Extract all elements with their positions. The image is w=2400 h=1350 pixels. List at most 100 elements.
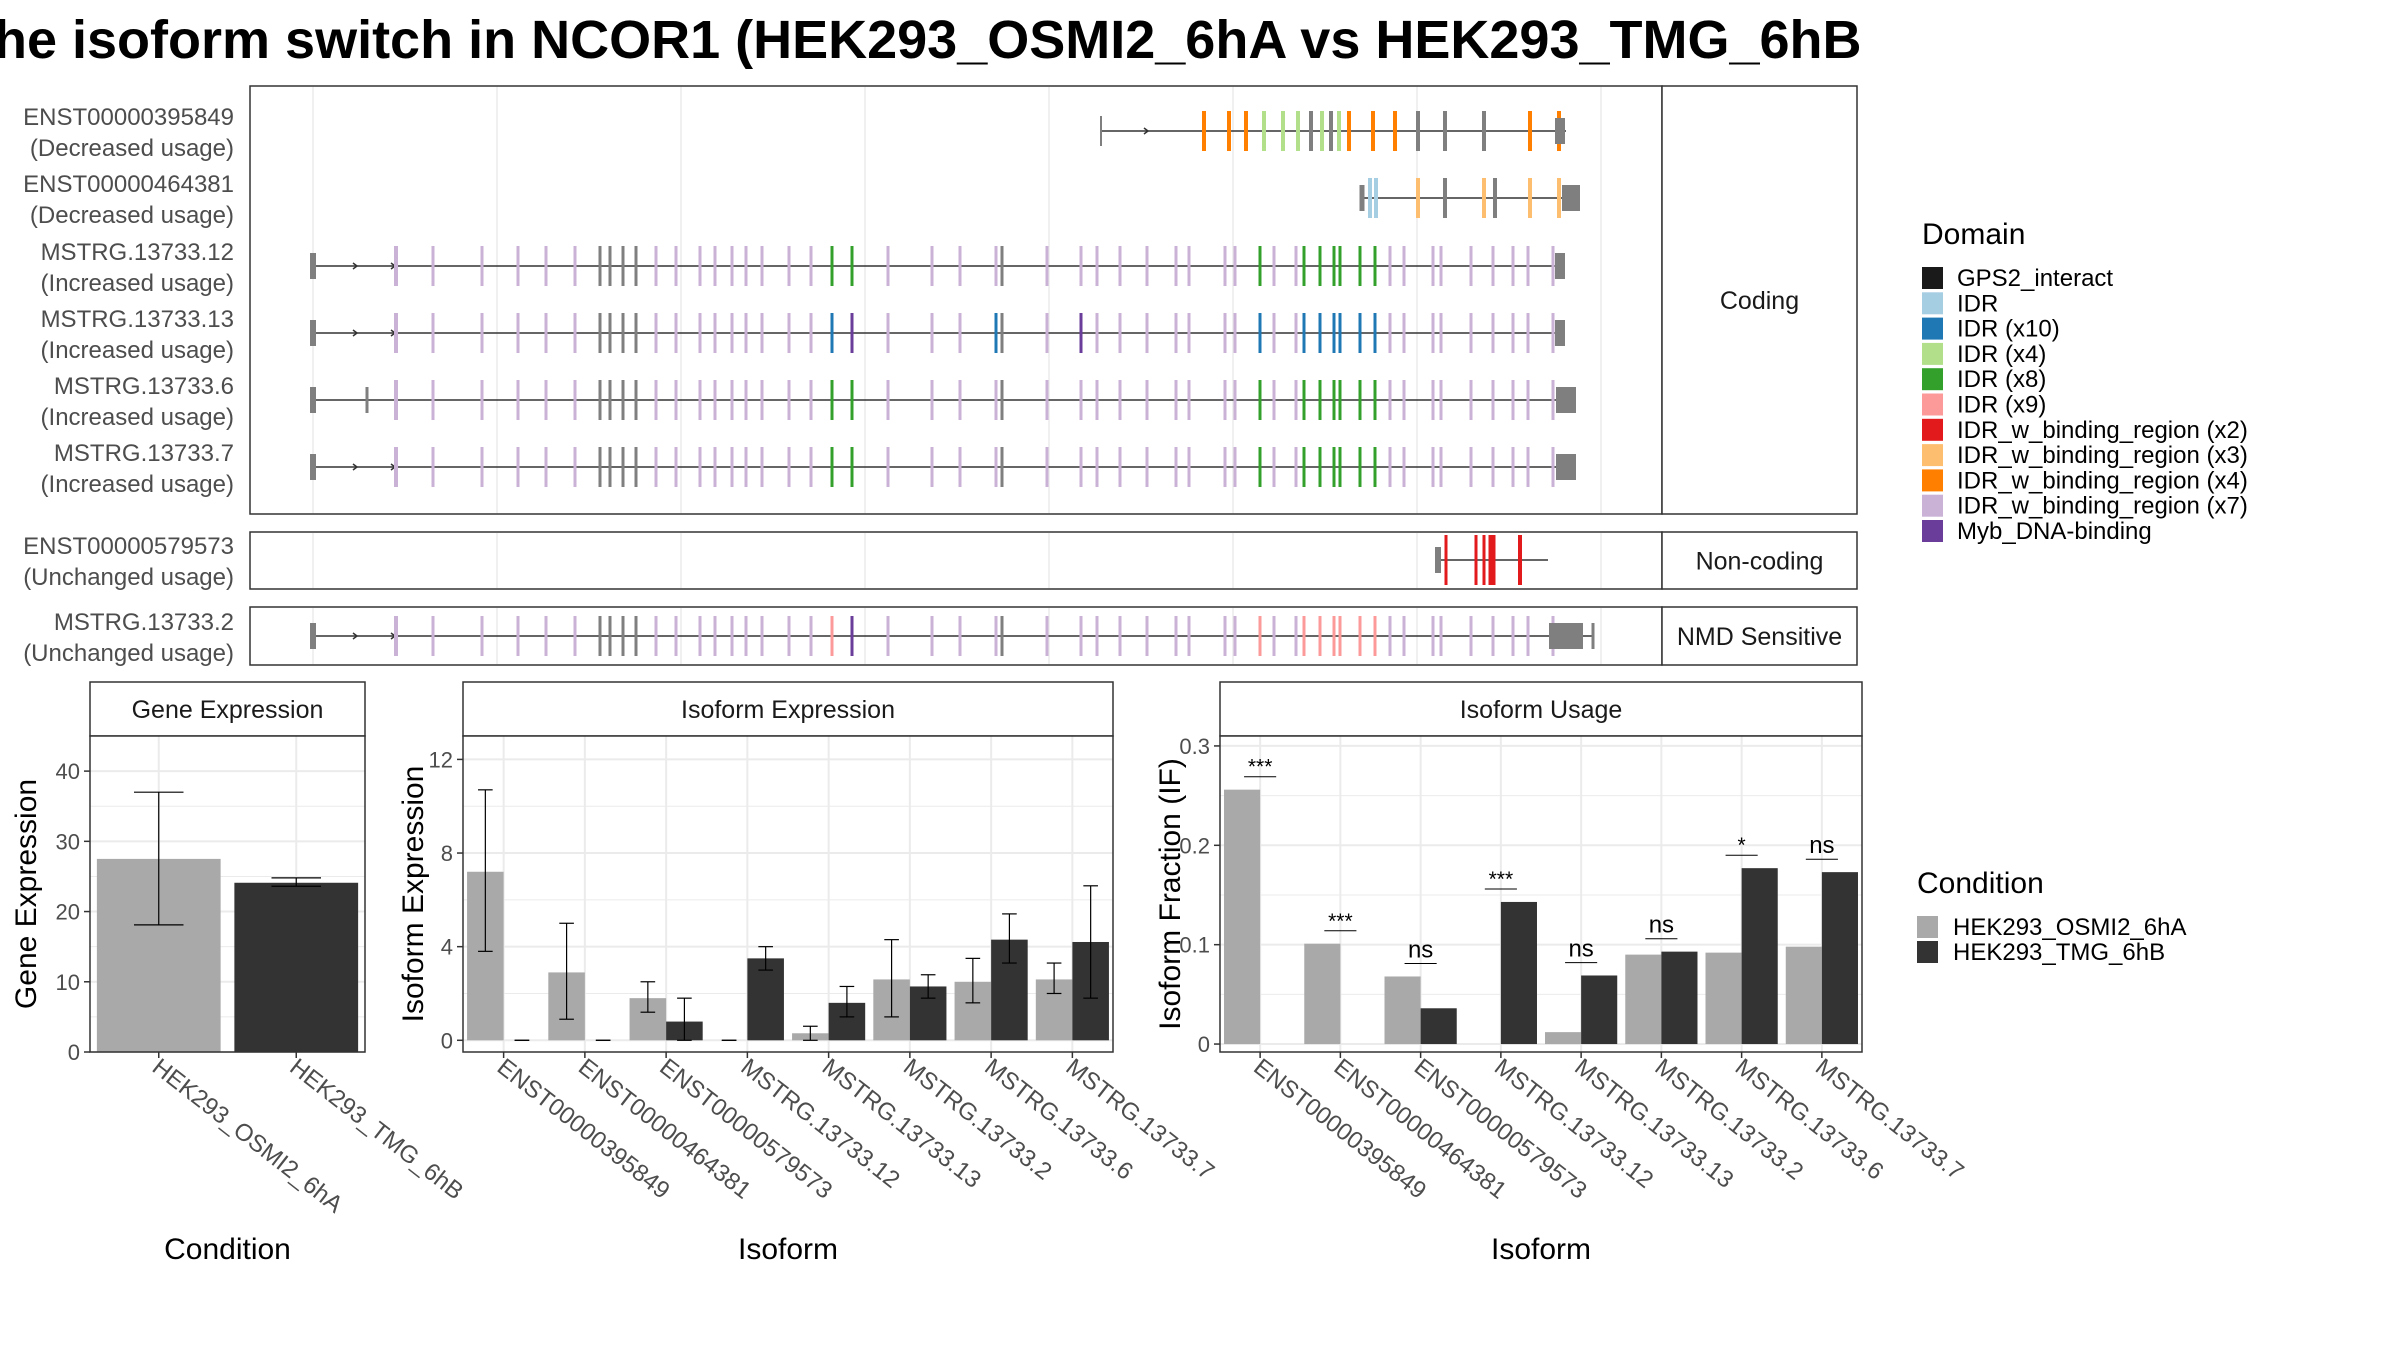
exon bbox=[310, 454, 316, 480]
exon bbox=[1474, 535, 1478, 585]
exon bbox=[1223, 447, 1227, 487]
transcript-id-label: MSTRG.13733.2 bbox=[54, 609, 234, 636]
exon bbox=[1000, 380, 1004, 420]
exon bbox=[598, 447, 602, 487]
exon bbox=[1373, 313, 1377, 353]
exon bbox=[760, 380, 764, 420]
exon bbox=[1272, 380, 1276, 420]
exon bbox=[1439, 380, 1443, 420]
exon bbox=[394, 447, 398, 487]
exon bbox=[1358, 616, 1362, 656]
exon bbox=[698, 313, 702, 353]
exon bbox=[1555, 118, 1565, 144]
exon bbox=[850, 246, 854, 286]
exon bbox=[787, 447, 791, 487]
exon bbox=[1174, 616, 1178, 656]
exon bbox=[850, 313, 854, 353]
exon bbox=[1302, 616, 1306, 656]
exon bbox=[1416, 111, 1420, 151]
legend-label: IDR_w_binding_region (x2) bbox=[1957, 417, 2248, 444]
exon bbox=[516, 246, 520, 286]
exon bbox=[958, 380, 962, 420]
exon bbox=[1491, 447, 1495, 487]
transcript-usage-label: (Increased usage) bbox=[41, 270, 234, 297]
exon bbox=[394, 380, 398, 420]
exon bbox=[1388, 380, 1392, 420]
bar bbox=[1384, 976, 1421, 1045]
transcript-usage-label: (Increased usage) bbox=[41, 337, 234, 364]
condition-key-0 bbox=[1917, 916, 1938, 938]
exon bbox=[1555, 320, 1565, 346]
exon bbox=[1439, 616, 1443, 656]
y-tick-label: 12 bbox=[429, 747, 453, 772]
exon bbox=[1557, 178, 1561, 218]
exon bbox=[1491, 246, 1495, 286]
bar bbox=[1304, 943, 1341, 1045]
exon bbox=[1402, 313, 1406, 353]
exon bbox=[608, 380, 612, 420]
exon bbox=[1555, 253, 1565, 279]
exon bbox=[787, 246, 791, 286]
exon bbox=[310, 253, 316, 279]
exon bbox=[730, 380, 734, 420]
legend-label: IDR (x9) bbox=[1957, 392, 2046, 419]
exon bbox=[1439, 246, 1443, 286]
bar bbox=[234, 882, 359, 1052]
exon bbox=[310, 623, 316, 649]
exon bbox=[1262, 111, 1266, 151]
exon bbox=[886, 616, 890, 656]
exon bbox=[1511, 616, 1515, 656]
exon bbox=[994, 616, 998, 656]
exon bbox=[809, 616, 813, 656]
exon bbox=[1469, 313, 1473, 353]
exon bbox=[310, 387, 316, 413]
legend-key-1 bbox=[1922, 292, 1943, 315]
exon bbox=[1145, 246, 1149, 286]
legend-label: IDR bbox=[1957, 290, 1998, 317]
exon bbox=[886, 313, 890, 353]
transcript-structure-panel: Coding ENST00000395849 (Decreased usage) EN… bbox=[23, 85, 1858, 667]
exon bbox=[608, 616, 612, 656]
exon bbox=[516, 616, 520, 656]
exon bbox=[1302, 246, 1306, 286]
exon bbox=[1281, 111, 1285, 151]
exon bbox=[431, 447, 435, 487]
exon bbox=[1045, 380, 1049, 420]
significance-label: *** bbox=[1328, 910, 1353, 933]
exon bbox=[1294, 616, 1298, 656]
exon bbox=[598, 246, 602, 286]
exon bbox=[1095, 380, 1099, 420]
legend-label: Myb_DNA-binding bbox=[1957, 518, 2152, 545]
direction-arrow bbox=[352, 262, 359, 270]
x-axis-title: Isoform bbox=[738, 1233, 838, 1266]
legend-key-5 bbox=[1922, 393, 1943, 416]
legend-label: IDR (x8) bbox=[1957, 366, 2046, 393]
exon bbox=[1223, 313, 1227, 353]
exon bbox=[608, 447, 612, 487]
exon bbox=[760, 616, 764, 656]
chart-panel-border bbox=[1219, 735, 1863, 1053]
exon bbox=[621, 447, 625, 487]
exon bbox=[1258, 447, 1262, 487]
legend-label: IDR_w_binding_region (x7) bbox=[1957, 493, 2248, 520]
exon bbox=[744, 616, 748, 656]
exon bbox=[608, 313, 612, 353]
exon bbox=[1493, 178, 1497, 218]
exon bbox=[1258, 616, 1262, 656]
legend-key-3 bbox=[1922, 342, 1943, 365]
facet-strip bbox=[1661, 85, 1858, 515]
exon bbox=[1318, 313, 1322, 353]
significance-label: ns bbox=[1408, 937, 1433, 964]
exon bbox=[1095, 447, 1099, 487]
facet-strip bbox=[1661, 606, 1858, 666]
transcript-usage-label: (Unchanged usage) bbox=[23, 640, 234, 667]
exon bbox=[544, 447, 548, 487]
exon bbox=[1332, 447, 1336, 487]
exon bbox=[958, 313, 962, 353]
facet-strip bbox=[1661, 531, 1858, 590]
legend-key-7 bbox=[1922, 444, 1943, 467]
exon bbox=[958, 447, 962, 487]
significance-label: ns bbox=[1649, 912, 1674, 939]
exon bbox=[544, 380, 548, 420]
exon bbox=[1332, 246, 1336, 286]
